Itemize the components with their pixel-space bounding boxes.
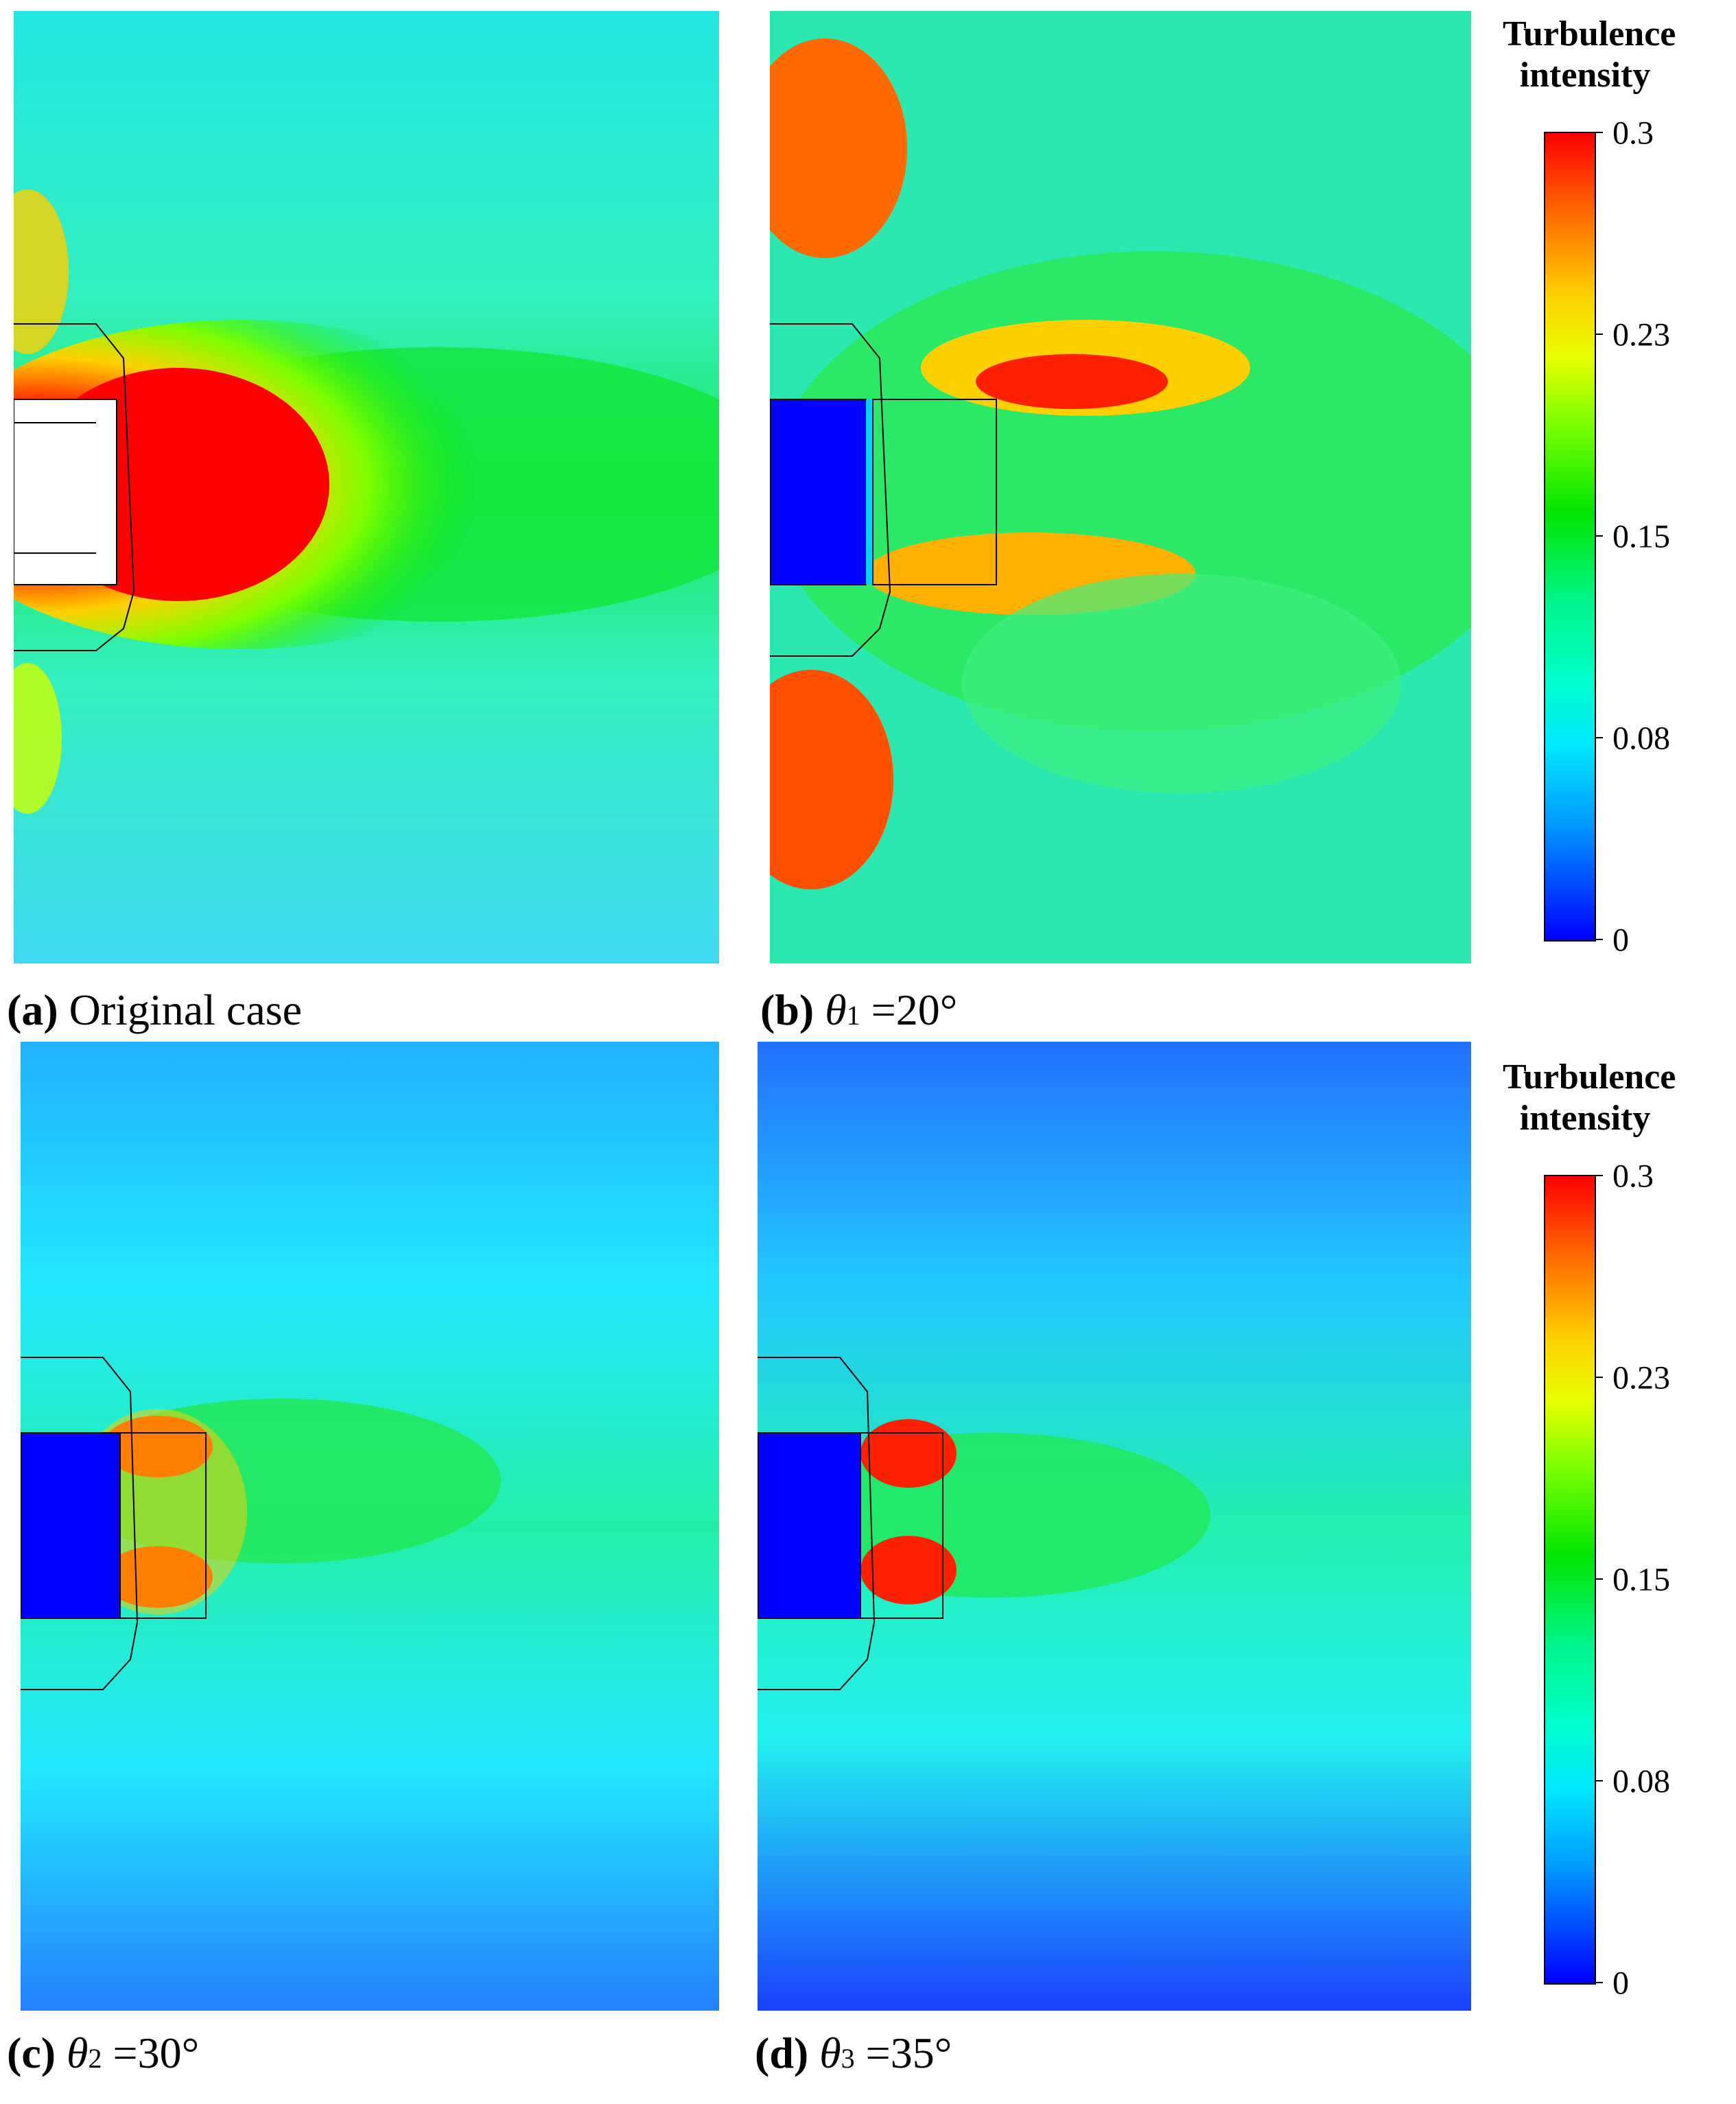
caption-letter: (b)	[760, 985, 814, 1034]
tick-label: 0.15	[1612, 518, 1670, 555]
tick-mark	[1595, 1377, 1603, 1378]
tick-mark	[1595, 132, 1603, 133]
tick-label: 0.08	[1612, 720, 1670, 757]
caption-subscript: 3	[841, 2043, 855, 2074]
caption-b: (b) θ1 =20°	[760, 988, 957, 1032]
caption-letter: (d)	[755, 2029, 809, 2077]
legend-title-line2: intensity	[1519, 55, 1651, 95]
caption-text: =35°	[854, 2029, 952, 2077]
panel-c-contour	[21, 1042, 719, 2011]
caption-letter: (c)	[7, 2029, 56, 2077]
legend-title-line2: intensity	[1519, 1098, 1651, 1138]
tick-mark	[1595, 1578, 1603, 1580]
tick-mark	[1595, 334, 1603, 335]
tick-mark	[1595, 535, 1603, 537]
contour-map-c	[21, 1042, 719, 2011]
tick-mark	[1595, 1982, 1603, 1983]
caption-text: =20°	[860, 985, 958, 1034]
tick-label: 0	[1612, 922, 1629, 959]
contour-map-a	[14, 11, 719, 963]
caption-a: (a) Original case	[7, 988, 302, 1032]
panel-b-contour	[770, 11, 1471, 963]
tick-label: 0.23	[1612, 1359, 1670, 1396]
tick-label: 0.15	[1612, 1561, 1670, 1598]
colorbar	[1544, 1175, 1596, 1985]
panel-a-contour	[14, 11, 719, 963]
caption-c: (c) θ2 =30°	[7, 2031, 199, 2075]
legend-title: Turbulence intensity	[1503, 1057, 1676, 1139]
caption-theta: θ	[825, 985, 847, 1034]
caption-text: =30°	[102, 2029, 200, 2077]
caption-text: Original case	[69, 985, 303, 1034]
tick-mark	[1595, 1780, 1603, 1781]
caption-theta: θ	[819, 2029, 841, 2077]
tick-label: 0.23	[1612, 316, 1670, 353]
tick-label: 0.3	[1612, 1158, 1654, 1195]
caption-d: (d) θ3 =35°	[755, 2031, 952, 2075]
colorbar	[1544, 132, 1596, 942]
legend-top: Turbulence intensity 0.3 0.23 0.15 0.08 …	[1503, 14, 1676, 961]
tick-label: 0.08	[1612, 1763, 1670, 1800]
tick-mark	[1595, 737, 1603, 738]
contour-map-d	[758, 1042, 1471, 2011]
tick-label: 0.3	[1612, 115, 1654, 152]
caption-letter: (a)	[7, 985, 58, 1034]
legend-title: Turbulence intensity	[1503, 14, 1676, 96]
legend-bottom: Turbulence intensity 0.3 0.23 0.15 0.08 …	[1503, 1057, 1676, 2004]
legend-title-line1: Turbulence	[1503, 1057, 1676, 1097]
caption-theta: θ	[67, 2029, 89, 2077]
tick-mark	[1595, 939, 1603, 940]
caption-subscript: 2	[88, 2043, 102, 2074]
panel-d-contour	[758, 1042, 1471, 2011]
contour-map-b	[770, 11, 1471, 963]
tick-label: 0	[1612, 1965, 1629, 2002]
tick-mark	[1595, 1175, 1603, 1176]
caption-subscript: 1	[846, 1000, 860, 1031]
legend-title-line1: Turbulence	[1503, 14, 1676, 54]
